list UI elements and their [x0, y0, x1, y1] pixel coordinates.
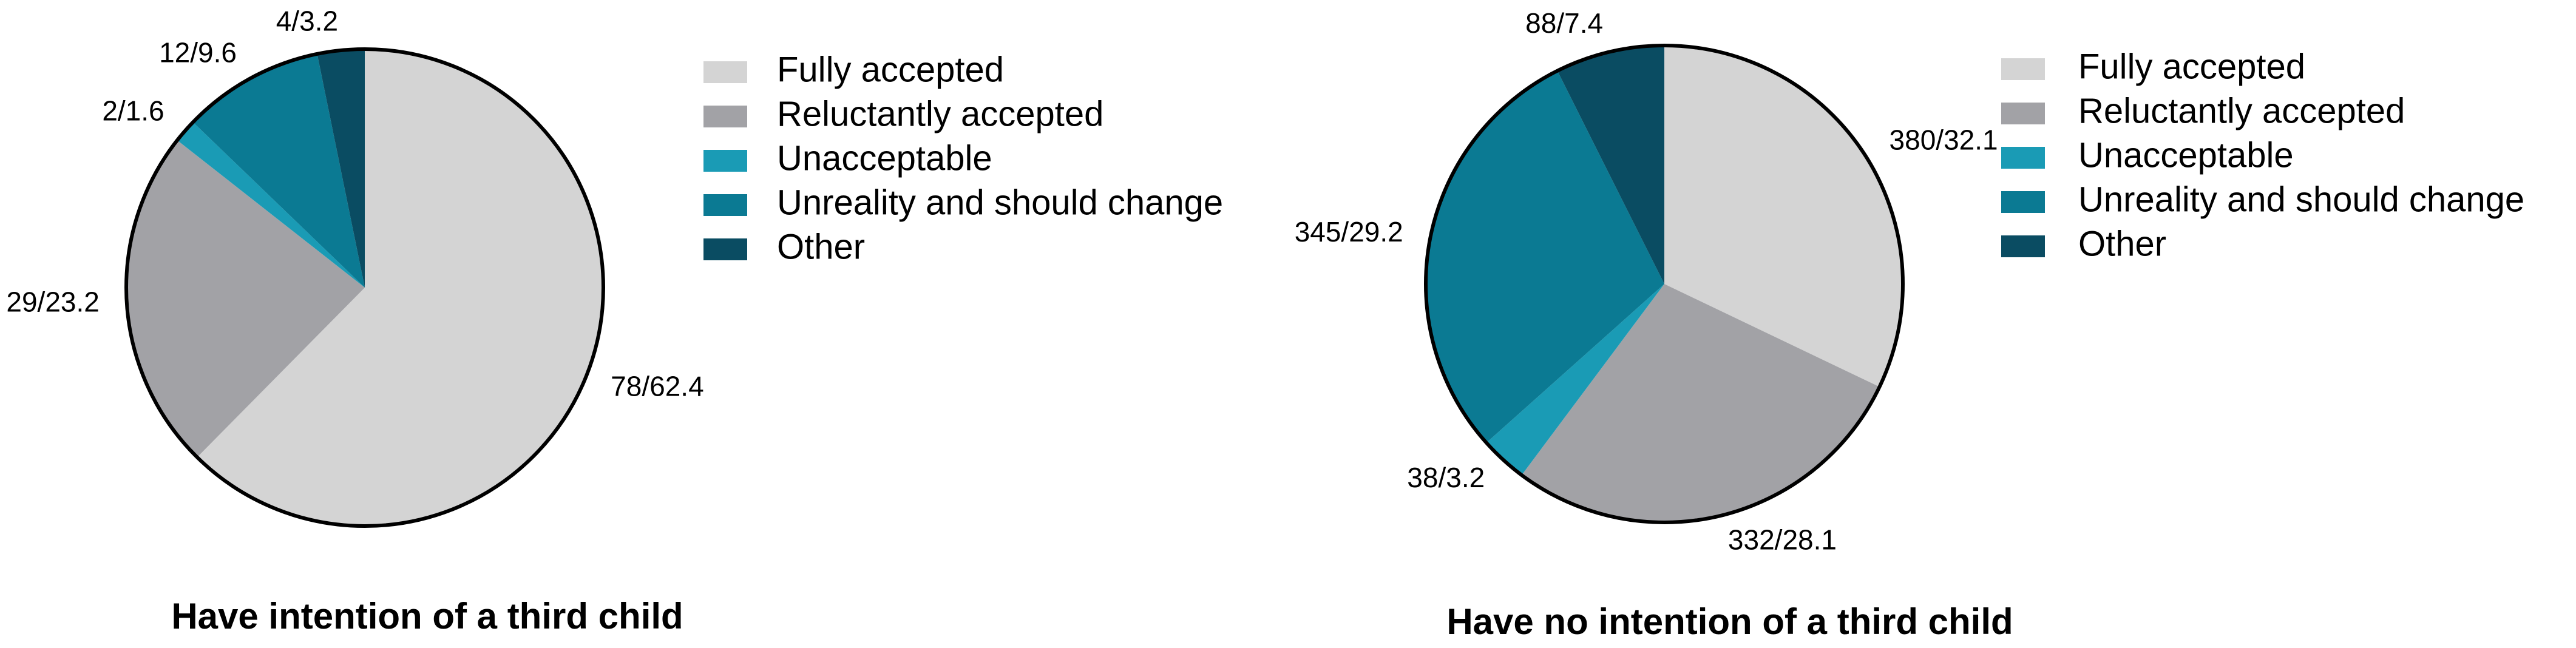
legend-label: Other	[777, 227, 865, 266]
pie-slice	[1486, 284, 1664, 476]
legend-label: Reluctantly accepted	[2078, 91, 2405, 130]
legend-swatch	[2001, 147, 2045, 169]
slice-label: 88/7.4	[1525, 7, 1603, 39]
pie-outline	[1424, 44, 1905, 524]
pie-slice	[126, 140, 365, 457]
legend-label: Fully accepted	[777, 50, 1004, 89]
slice-label: 78/62.4	[611, 370, 703, 402]
slice-label: 380/32.1	[1890, 124, 1998, 156]
legend-swatch	[2001, 58, 2045, 80]
legend-label: Other	[2078, 224, 2166, 263]
slice-label: 2/1.6	[102, 95, 164, 127]
slice-label: 4/3.2	[276, 5, 338, 36]
legend-swatch	[703, 106, 747, 127]
pie-slice	[177, 122, 365, 288]
pie-chart: 78/62.4 29/23.2 2/1.6 12/9.6 4/3.2	[6, 5, 704, 528]
legend-swatch	[703, 194, 747, 216]
slice-label: 29/23.2	[6, 286, 99, 318]
legend-swatch	[703, 150, 747, 172]
slice-label: 38/3.2	[1407, 462, 1485, 493]
legend-label: Unreality and should change	[2078, 180, 2524, 219]
pie-slice	[192, 53, 365, 288]
legend-label: Reluctantly accepted	[777, 94, 1103, 133]
legend-swatch	[703, 238, 747, 260]
legend-label: Unacceptable	[2078, 135, 2294, 175]
legend-swatch	[703, 61, 747, 83]
legend-label: Unreality and should change	[777, 183, 1223, 222]
slice-label: 12/9.6	[159, 36, 237, 68]
pie-slice	[1522, 284, 1880, 522]
pie-slice	[1557, 46, 1664, 284]
legend-label: Fully accepted	[2078, 47, 2305, 86]
pie-slice	[197, 49, 604, 526]
slice-label: 345/29.2	[1295, 216, 1403, 248]
legend-swatch	[2001, 235, 2045, 257]
pie-slice	[1426, 70, 1664, 443]
legend-label: Unacceptable	[777, 138, 992, 178]
legend-swatch	[2001, 103, 2045, 124]
pie-slice	[1664, 46, 1903, 387]
legend-swatch	[2001, 191, 2045, 213]
chart-title: Have intention of a third child	[171, 596, 683, 636]
slice-label: 332/28.1	[1728, 524, 1837, 555]
pie-outline	[124, 47, 605, 528]
pie-chart: 380/32.1 332/28.1 38/3.2 345/29.2 88/7.4	[1295, 7, 1998, 555]
chart-title: Have no intention of a third child	[1446, 601, 2013, 642]
pie-slice	[317, 49, 365, 288]
